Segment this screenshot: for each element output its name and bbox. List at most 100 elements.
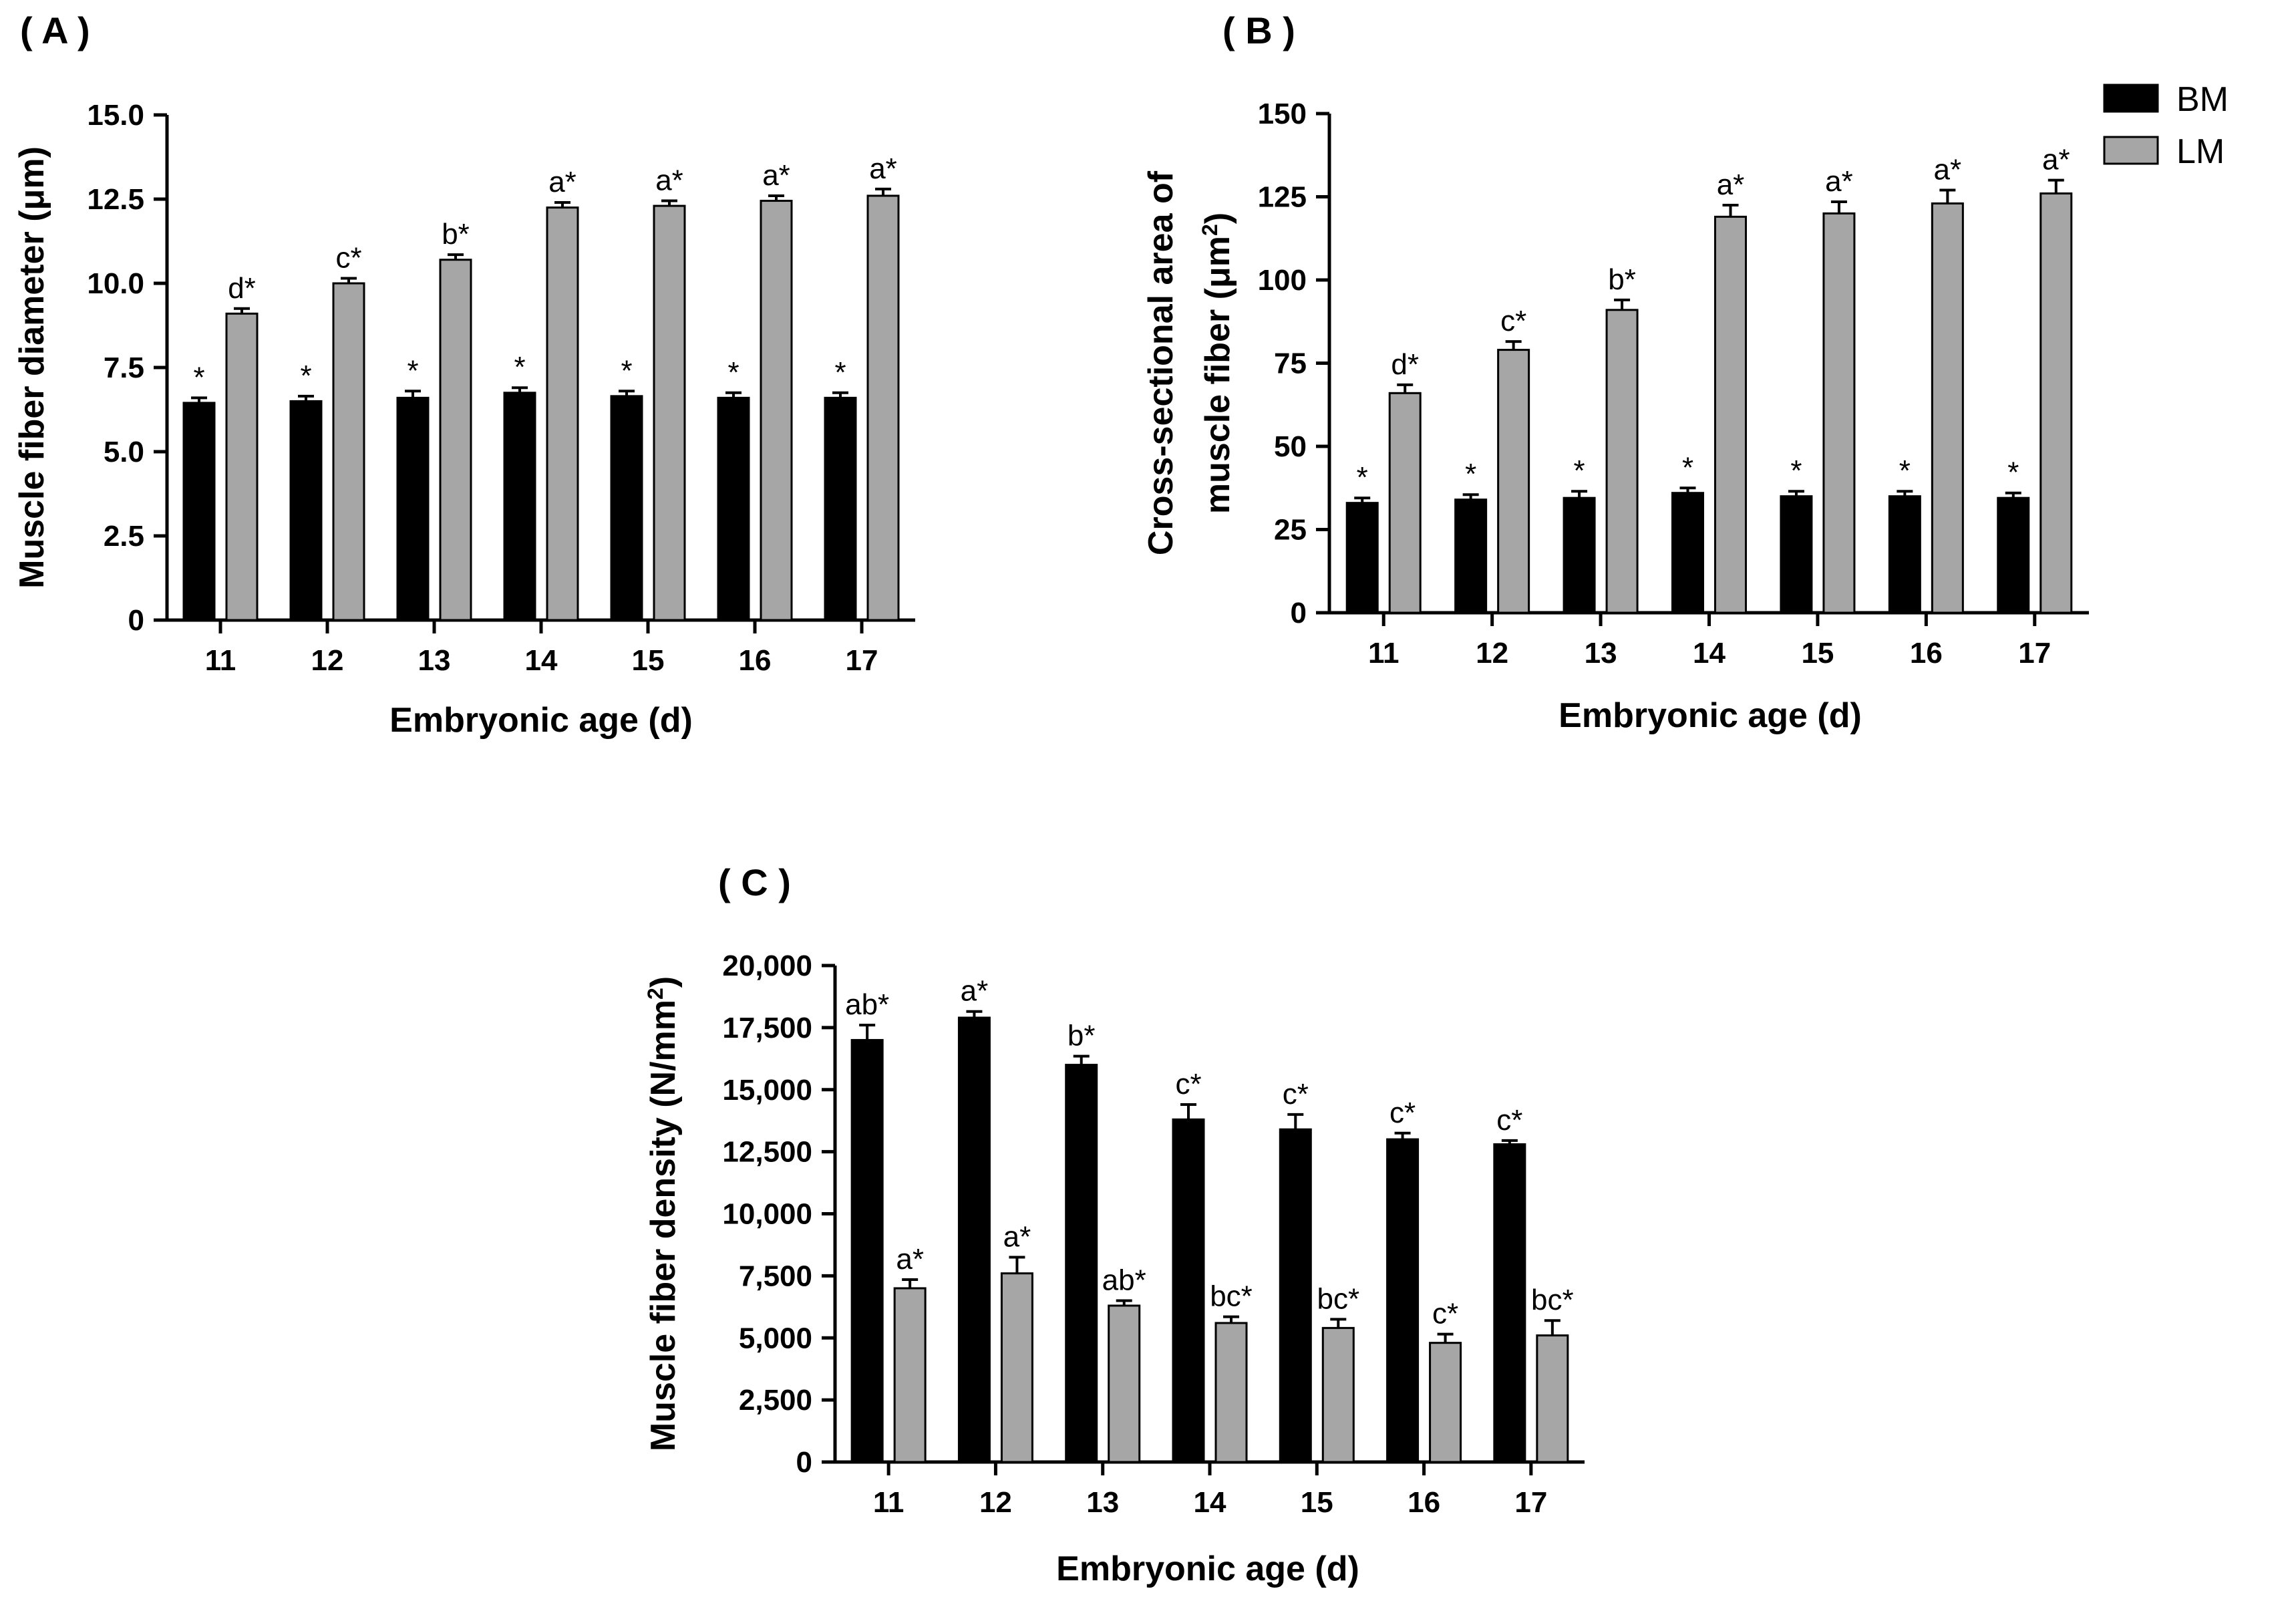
legend-bm-swatch — [2103, 84, 2159, 113]
y-title-main: Muscle fiber density (N/mm — [644, 1000, 683, 1451]
panel-b-lm-bar — [1714, 215, 1747, 614]
panel-c-y-tick-label: 0 — [796, 1446, 812, 1479]
panel-b-bm-bar-label: * — [1790, 454, 1802, 487]
legend-bm-label: BM — [2176, 80, 2229, 119]
panel-c-bm-bar — [1172, 1118, 1205, 1463]
panel-a-bm-bar-label: * — [621, 354, 632, 387]
panel-c-bm-bar-label: c* — [1496, 1104, 1522, 1137]
panel-a-y-axis-title: Muscle fiber diameter (μm) — [13, 146, 51, 589]
panel-a-x-tick-label: 12 — [311, 644, 344, 677]
panel-c-lm-bar — [1321, 1326, 1355, 1463]
legend-lm-swatch — [2103, 136, 2159, 165]
panel-a-lm-bar-label: a* — [762, 159, 790, 192]
panel-c-bm-bar-label: c* — [1389, 1097, 1416, 1129]
panel-a-lm-bar — [225, 312, 259, 621]
panel-c-y-tick-label: 2,500 — [739, 1384, 812, 1417]
panel-c-bm-bar — [1279, 1128, 1312, 1463]
panel-a-lm-bar — [760, 200, 793, 621]
panel-a-lm-bar-label: a* — [548, 166, 577, 198]
panel-a-x-tick-label: 16 — [739, 644, 772, 677]
panel-c-lm-bar — [1000, 1272, 1033, 1463]
panel-c-lm-bar — [1536, 1334, 1569, 1463]
panel-b: ( B ) 0 25 50 75 100 125 150 11 * d* 12 * c* 13 * b* 14 * a… — [1142, 9, 2089, 735]
panel-b-lm-bar — [1822, 212, 1856, 614]
panel-a-lm-bar-label: a* — [869, 152, 897, 185]
panel-c-bm-bar — [1386, 1138, 1420, 1463]
panel-c-bm-bar-label: b* — [1068, 1020, 1096, 1052]
panel-a-x-tick-label: 17 — [846, 644, 878, 677]
panel-c-bm-bar — [1493, 1143, 1526, 1463]
panel-c-lm-bar-label: bc* — [1531, 1284, 1574, 1316]
panel-b-y-tick-label: 50 — [1274, 430, 1307, 463]
panel-a-bm-bar-label: * — [193, 361, 204, 394]
panel-c-y-tick-label: 10,000 — [722, 1198, 812, 1231]
panel-b-y-tick-label: 25 — [1274, 514, 1307, 547]
panel-a-lm-bar-label: c* — [335, 241, 361, 274]
panel-c-bm-bar-label: a* — [961, 975, 989, 1008]
panel-b-x-tick-label: 12 — [1476, 637, 1508, 670]
panel-b-lm-bar-label: b* — [1608, 263, 1636, 296]
panel-c-bm-bar — [850, 1038, 884, 1463]
panel-c-x-tick-label: 15 — [1301, 1486, 1333, 1519]
panel-a-lm-bar — [653, 204, 686, 621]
panel-c-x-tick-label: 14 — [1194, 1486, 1226, 1519]
panel-a-bm-bar — [503, 392, 536, 621]
panel-b-lm-bar — [2039, 192, 2073, 614]
panel-b-bm-bar — [1888, 495, 1921, 614]
panel-b-x-tick-label: 16 — [1910, 637, 1943, 670]
panel-c-lm-bar — [893, 1287, 927, 1463]
panel-b-x-axis-title: Embryonic age (d) — [1559, 696, 1862, 735]
panel-a-lm-bar — [546, 206, 579, 621]
panel-a-x-tick-label: 14 — [525, 644, 558, 677]
panel-c-x-tick-label: 11 — [873, 1486, 905, 1519]
panel-c-bm-bar — [1065, 1064, 1098, 1463]
panel-c-letter: ( C ) — [718, 861, 791, 903]
panel-c: ( C ) 0 2,500 5,000 7,500 10,000 12,500 15,000 1… — [643, 861, 1585, 1588]
panel-a-lm-bar-label: b* — [442, 218, 470, 251]
panel-b-bm-bar — [1563, 496, 1596, 614]
panel-b-lm-bar-label: a* — [1934, 154, 1962, 186]
panel-c-x-tick-label: 17 — [1514, 1486, 1547, 1519]
panel-a-y-tick-label: 12.5 — [87, 183, 144, 216]
panel-b-bm-bar — [1780, 495, 1813, 614]
panel-b-bm-bar-label: * — [1357, 461, 1368, 494]
panel-a-bm-bar — [396, 396, 430, 621]
panel-a-bm-bar-label: * — [407, 354, 418, 387]
panel-b-bm-bar — [1345, 502, 1379, 614]
panel-a-y-tick-label: 2.5 — [104, 520, 144, 553]
panel-b-lm-bar — [1497, 349, 1530, 614]
panel-b-bm-bar-label: * — [1574, 454, 1585, 487]
panel-a-lm-bar — [439, 259, 472, 621]
panel-c-y-tick-label: 17,500 — [722, 1012, 812, 1044]
panel-b-lm-bar-label: d* — [1391, 348, 1419, 381]
panel-a-bm-bar — [717, 396, 750, 621]
panel-a-bm-bar — [289, 400, 323, 621]
panel-a-bm-bar-label: * — [834, 356, 846, 389]
panel-b-lm-bar-label: a* — [2042, 144, 2070, 176]
panel-b-lm-bar-label: c* — [1500, 305, 1526, 337]
panel-b-lm-bar — [1931, 202, 1964, 614]
y-title-close: ) — [644, 976, 683, 988]
panel-b-lm-bar — [1388, 392, 1422, 614]
panel-c-lm-bar-label: bc* — [1317, 1282, 1359, 1315]
panel-b-bm-bar — [1671, 492, 1704, 614]
panel-b-x-tick-label: 15 — [1801, 637, 1834, 670]
panel-b-y-tick-label: 150 — [1258, 98, 1307, 130]
panel-c-lm-bar-label: bc* — [1210, 1280, 1253, 1313]
panel-c-lm-bar-label: a* — [1003, 1221, 1031, 1254]
panel-a: ( A ) 0 2.5 5.0 7.5 10.0 12.5 15.0 11 * d* 12 * c* 13 *… — [13, 9, 915, 740]
panel-a-lm-bar — [332, 282, 365, 621]
panel-c-y-tick-label: 12,500 — [722, 1136, 812, 1169]
panel-b-bm-bar — [1997, 496, 2030, 614]
panel-a-y-tick-label: 10.0 — [87, 267, 144, 300]
panel-c-x-tick-label: 12 — [979, 1486, 1012, 1519]
panel-c-y-tick-label: 7,500 — [739, 1260, 812, 1292]
panel-a-letter: ( A ) — [20, 9, 90, 51]
panel-b-bm-bar-label: * — [2007, 456, 2019, 489]
panel-a-lm-bar-label: d* — [228, 272, 256, 305]
y-title-superscript: 2 — [643, 988, 667, 1000]
panel-c-bm-bar — [957, 1016, 991, 1463]
panel-b-letter: ( B ) — [1222, 9, 1295, 51]
panel-a-bm-bar-label: * — [300, 359, 311, 392]
